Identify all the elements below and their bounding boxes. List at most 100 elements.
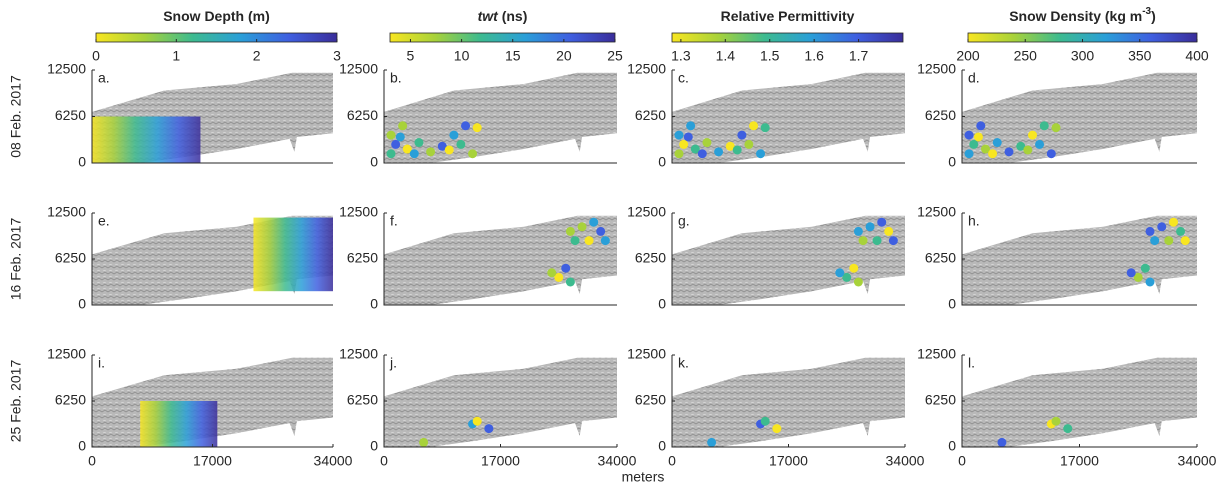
overlay bbox=[877, 218, 886, 227]
y-tick-label: 12500 bbox=[47, 204, 86, 220]
y-tick-label: 6250 bbox=[635, 250, 666, 266]
colorbar-tick-label: 1.4 bbox=[716, 48, 736, 64]
terrain bbox=[962, 73, 1197, 163]
x-tick-label: 0 bbox=[958, 453, 966, 469]
y-tick-label: 12500 bbox=[339, 346, 378, 362]
overlay bbox=[445, 145, 454, 154]
overlay bbox=[253, 218, 333, 292]
colorbar bbox=[96, 33, 337, 42]
x-tick-label: 34000 bbox=[598, 453, 637, 469]
overlay bbox=[601, 236, 610, 245]
y-tick-label: 6250 bbox=[347, 250, 378, 266]
overlay bbox=[761, 417, 770, 426]
overlay bbox=[1005, 147, 1014, 156]
colorbar-tick-label: 400 bbox=[1185, 48, 1209, 64]
overlay bbox=[873, 236, 882, 245]
colorbar-tick-label: 250 bbox=[1014, 48, 1038, 64]
colorbar-tick-label: 1 bbox=[172, 48, 180, 64]
overlay bbox=[749, 121, 758, 130]
overlay bbox=[969, 140, 978, 149]
y-tick-label: 0 bbox=[370, 154, 378, 170]
overlay bbox=[854, 227, 863, 236]
colorbar bbox=[390, 33, 615, 42]
overlay bbox=[993, 138, 1002, 147]
colorbar-tick-label: 200 bbox=[956, 48, 980, 64]
overlay bbox=[733, 145, 742, 154]
overlay bbox=[391, 140, 400, 149]
colorbar-tick-label: 1.3 bbox=[671, 48, 691, 64]
panel-letter: e. bbox=[98, 213, 110, 229]
overlay bbox=[414, 138, 423, 147]
overlay bbox=[468, 149, 477, 158]
x-tick-label: 0 bbox=[668, 453, 676, 469]
title-part: Snow Density (kg m bbox=[1009, 8, 1142, 24]
y-tick-label: 12500 bbox=[339, 61, 378, 77]
colorbar-tick-label: 1.7 bbox=[849, 48, 869, 64]
x-axis-label: meters bbox=[622, 469, 665, 485]
y-tick-label: 12500 bbox=[917, 204, 956, 220]
overlay bbox=[1146, 278, 1155, 287]
terrain bbox=[672, 358, 905, 447]
overlay bbox=[1164, 236, 1173, 245]
x-tick-label: 17000 bbox=[193, 453, 232, 469]
overlay bbox=[702, 138, 711, 147]
colorbar-tick-label: 350 bbox=[1128, 48, 1152, 64]
overlay bbox=[449, 131, 458, 140]
overlay bbox=[1157, 222, 1166, 231]
panel-letter: l. bbox=[968, 355, 975, 371]
y-tick-label: 0 bbox=[78, 296, 86, 312]
overlay bbox=[859, 236, 868, 245]
colorbar-title: twt (ns) bbox=[478, 8, 528, 24]
overlay bbox=[1052, 417, 1061, 426]
panel-letter: c. bbox=[678, 70, 689, 86]
panel-letter: b. bbox=[390, 70, 402, 86]
x-tick-label: 34000 bbox=[314, 453, 353, 469]
title-part: ) bbox=[1151, 8, 1156, 24]
colorbar-tick-label: 25 bbox=[607, 48, 623, 64]
y-tick-label: 12500 bbox=[627, 204, 666, 220]
y-tick-label: 0 bbox=[658, 438, 666, 454]
panel-letter: k. bbox=[678, 355, 689, 371]
overlay bbox=[997, 438, 1006, 447]
overlay bbox=[547, 268, 556, 277]
overlay bbox=[1146, 227, 1155, 236]
overlay bbox=[1023, 145, 1032, 154]
colorbar-title: Snow Depth (m) bbox=[163, 8, 270, 24]
overlay bbox=[1127, 268, 1136, 277]
overlay bbox=[1181, 236, 1190, 245]
overlay bbox=[571, 236, 580, 245]
x-tick-label: 0 bbox=[380, 453, 388, 469]
overlay bbox=[756, 149, 765, 158]
overlay bbox=[473, 417, 482, 426]
y-tick-label: 6250 bbox=[635, 392, 666, 408]
y-tick-label: 6250 bbox=[635, 107, 666, 123]
colorbar-title: Snow Density (kg m-3) bbox=[1009, 6, 1156, 24]
overlay bbox=[140, 401, 217, 447]
panel-letter: i. bbox=[98, 355, 105, 371]
panel-letter: h. bbox=[968, 213, 980, 229]
overlay bbox=[419, 438, 428, 447]
overlay bbox=[461, 121, 470, 130]
y-tick-label: 12500 bbox=[917, 61, 956, 77]
title-part: Snow Depth (m) bbox=[163, 8, 270, 24]
overlay bbox=[396, 132, 405, 141]
x-tick-label: 34000 bbox=[886, 453, 925, 469]
y-tick-label: 0 bbox=[948, 438, 956, 454]
overlay bbox=[686, 121, 695, 130]
overlay bbox=[674, 131, 683, 140]
overlay bbox=[561, 264, 570, 273]
y-tick-label: 0 bbox=[948, 296, 956, 312]
overlay bbox=[889, 236, 898, 245]
x-tick-label: 17000 bbox=[769, 453, 808, 469]
y-tick-label: 12500 bbox=[47, 346, 86, 362]
panel-letter: g. bbox=[678, 213, 690, 229]
overlay bbox=[456, 140, 465, 149]
y-tick-label: 6250 bbox=[55, 250, 86, 266]
overlay bbox=[1040, 121, 1049, 130]
panel-letter: d. bbox=[968, 70, 980, 86]
y-tick-label: 0 bbox=[78, 154, 86, 170]
colorbar-tick-label: 5 bbox=[407, 48, 415, 64]
overlay bbox=[1047, 149, 1056, 158]
colorbar bbox=[672, 33, 903, 42]
overlay bbox=[854, 278, 863, 287]
